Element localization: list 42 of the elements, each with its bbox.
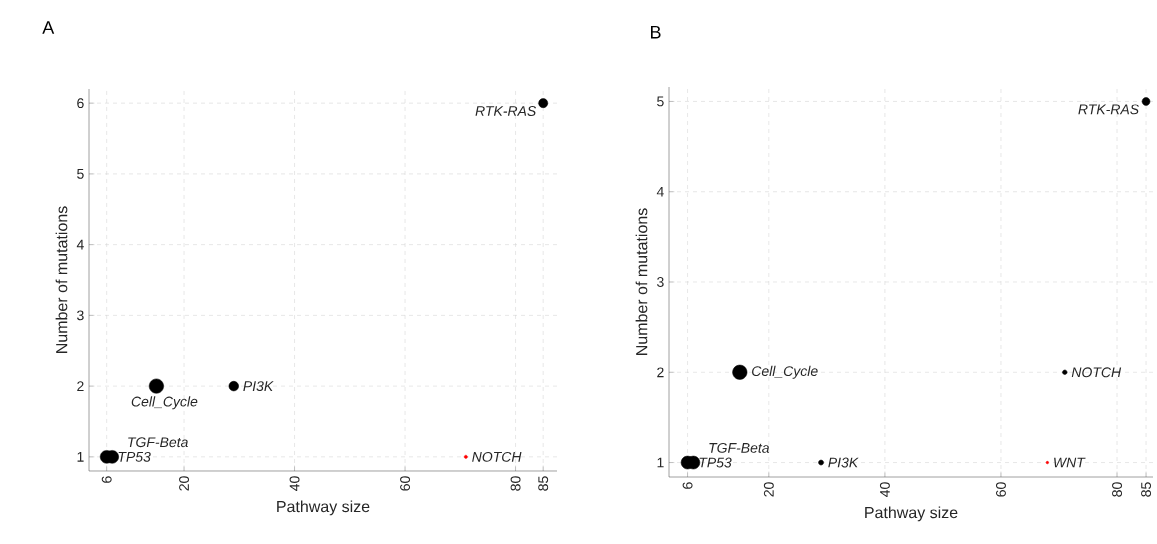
y-tick-label: 1: [657, 457, 664, 468]
x-tick-label: 80: [510, 476, 521, 491]
x-tick-label: 40: [289, 476, 300, 491]
annotation: TGF-Beta: [128, 437, 188, 448]
annotation: PI3K: [828, 457, 859, 468]
x-tick-label: 60: [400, 476, 411, 491]
x-axis-title: Pathway size: [865, 506, 958, 522]
annotation: NOTCH: [1071, 367, 1122, 378]
y-tick-label: 6: [77, 98, 84, 109]
y-axis-title: Number of mutations: [635, 208, 648, 355]
x-tick-label: 85: [538, 476, 549, 491]
x-tick-label: 40: [879, 482, 890, 497]
chart-title: B: [651, 26, 661, 39]
x-tick-label: 60: [996, 482, 1006, 497]
annotation: TP53: [699, 457, 732, 468]
x-tick-label: 80: [1112, 482, 1122, 497]
annotation: PI3K: [243, 381, 274, 392]
annotation: NOTCH: [472, 451, 522, 462]
x-axis-title: Pathway size: [277, 500, 370, 516]
y-tick-label: 2: [77, 381, 84, 391]
annotation: WNT: [1054, 457, 1086, 468]
annotation: RTK-RAS: [1078, 104, 1139, 115]
y-tick-label: 5: [657, 96, 664, 107]
annotation: RTK-RAS: [475, 106, 537, 117]
x-tick-label: 20: [763, 482, 774, 497]
x-tick-label: 85: [1141, 482, 1152, 497]
x-tick-label: 20: [179, 476, 190, 491]
y-tick-label: 4: [76, 239, 84, 250]
x-tick-label: 6: [682, 482, 693, 489]
y-tick-label: 2: [657, 367, 664, 378]
annotation: Cell_Cycle: [131, 396, 198, 410]
annotation: TP53: [118, 451, 151, 462]
y-tick-label: 3: [657, 277, 664, 287]
annotation: TGF-Beta: [709, 442, 770, 453]
chart-title: A: [42, 21, 55, 34]
y-axis-title: Number of mutations: [55, 206, 68, 353]
x-tick-label: 6: [101, 476, 112, 483]
y-tick-label: 5: [77, 169, 84, 179]
y-tick-label: 1: [77, 452, 84, 462]
y-tick-label: 3: [77, 310, 84, 321]
annotation: Cell_Cycle: [752, 365, 818, 379]
y-tick-label: 4: [656, 186, 664, 197]
